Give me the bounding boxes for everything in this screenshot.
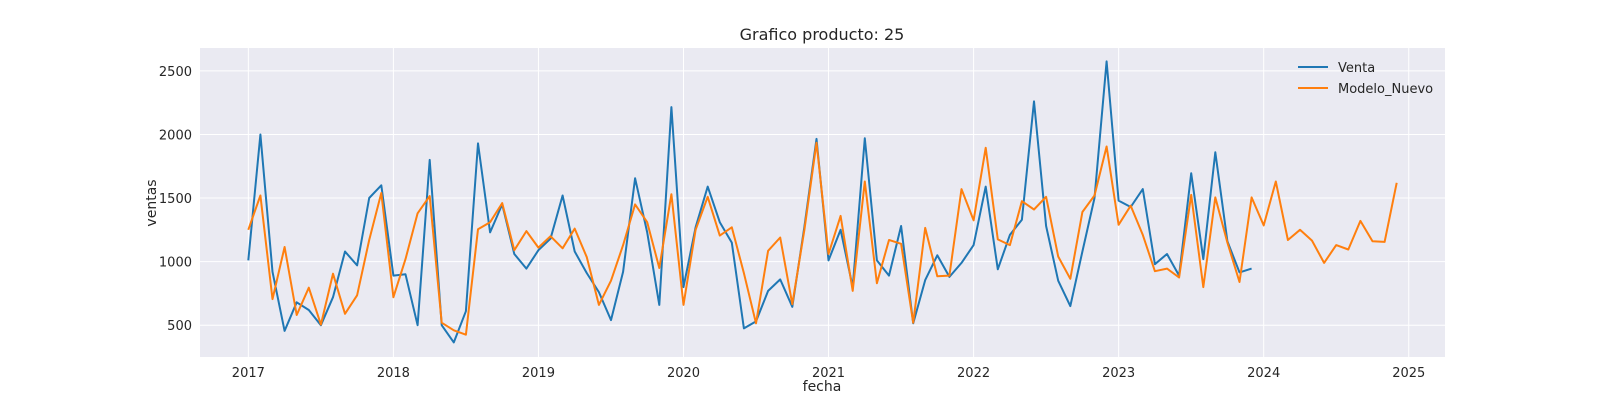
x-tick-label: 2017 [232, 366, 265, 381]
y-tick-label: 1500 [159, 192, 192, 207]
series-lines [247, 60, 1398, 344]
x-tick-label: 2022 [957, 366, 990, 381]
x-tick-label: 2024 [1247, 366, 1280, 381]
y-tick-label: 1000 [159, 256, 192, 271]
chart-title: Grafico producto: 25 [740, 25, 905, 44]
x-axis-label: fecha [803, 379, 842, 395]
y-axis-ticks: 500 1000 1500 2000 2500 [159, 65, 192, 334]
x-tick-label: 2019 [522, 366, 555, 381]
x-tick-label: 2025 [1392, 366, 1425, 381]
y-tick-label: 2500 [159, 65, 192, 80]
series-line-venta [247, 60, 1252, 344]
y-tick-label: 500 [167, 319, 192, 334]
x-tick-label: 2018 [377, 366, 410, 381]
grid-lines [200, 48, 1445, 357]
x-axis-ticks: 2017 2018 2019 2020 2021 2022 2023 2024 2025 [232, 366, 1425, 381]
x-tick-label: 2023 [1102, 366, 1135, 381]
series-line-modelo-nuevo [247, 141, 1398, 336]
x-tick-label: 2020 [667, 366, 700, 381]
legend-label-modelo-nuevo: Modelo_Nuevo [1338, 82, 1433, 97]
x-tick-label: 2021 [812, 366, 845, 381]
legend: Venta Modelo_Nuevo [1298, 61, 1433, 97]
legend-label-venta: Venta [1338, 61, 1375, 76]
y-axis-label: ventas [144, 179, 160, 226]
y-tick-label: 2000 [159, 128, 192, 143]
